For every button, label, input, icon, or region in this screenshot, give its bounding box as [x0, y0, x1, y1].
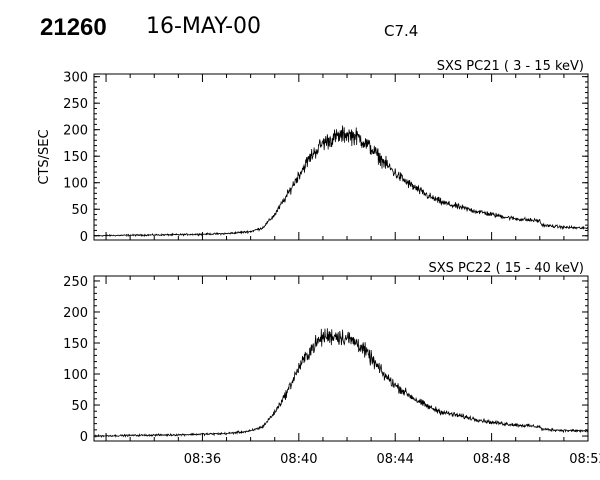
panel-title: SXS PC22 ( 15 - 40 keV): [428, 261, 584, 276]
chart-panel-2: 0 50 100 150 200 250 08:36 08:40 08:44 08:48 08:52…: [63, 261, 600, 467]
y-tick-label: 100: [63, 368, 88, 383]
y-tick-label: 50: [71, 399, 88, 414]
y-tick-label: 0: [80, 230, 88, 245]
x-tick-label: 08:36: [184, 452, 221, 467]
y-tick-label: 250: [63, 97, 88, 112]
series-line: [93, 328, 589, 439]
x-tick-label: 08:52: [569, 452, 600, 467]
y-tick-label: 100: [63, 177, 88, 192]
y-axis-label: CTS/SEC: [37, 129, 52, 184]
y-tick-label: 200: [63, 306, 88, 321]
x-tick-label: 08:48: [473, 452, 510, 467]
y-tick-label: 150: [63, 150, 88, 165]
event-date: 16-MAY-00: [146, 14, 262, 39]
y-tick-label: 200: [63, 124, 88, 139]
plot-frame: [93, 275, 589, 442]
event-id: 21260: [40, 14, 107, 41]
chart-panel-1: 0 50 100 150 200 250 300 SXS PC21 ( 3 - 15 keV)…: [37, 59, 589, 245]
panel-title: SXS PC21 ( 3 - 15 keV): [437, 59, 584, 74]
series-line: [93, 125, 589, 238]
y-tick-label: 150: [63, 337, 88, 352]
y-tick-label: 300: [63, 71, 88, 86]
flare-class: C7.4: [384, 22, 419, 40]
y-tick-label: 0: [80, 430, 88, 445]
plot-frame: [93, 73, 589, 241]
x-tick-label: 08:44: [376, 452, 413, 467]
y-tick-label: 50: [71, 203, 88, 218]
x-tick-label: 08:40: [280, 452, 317, 467]
y-tick-label: 250: [63, 275, 88, 290]
